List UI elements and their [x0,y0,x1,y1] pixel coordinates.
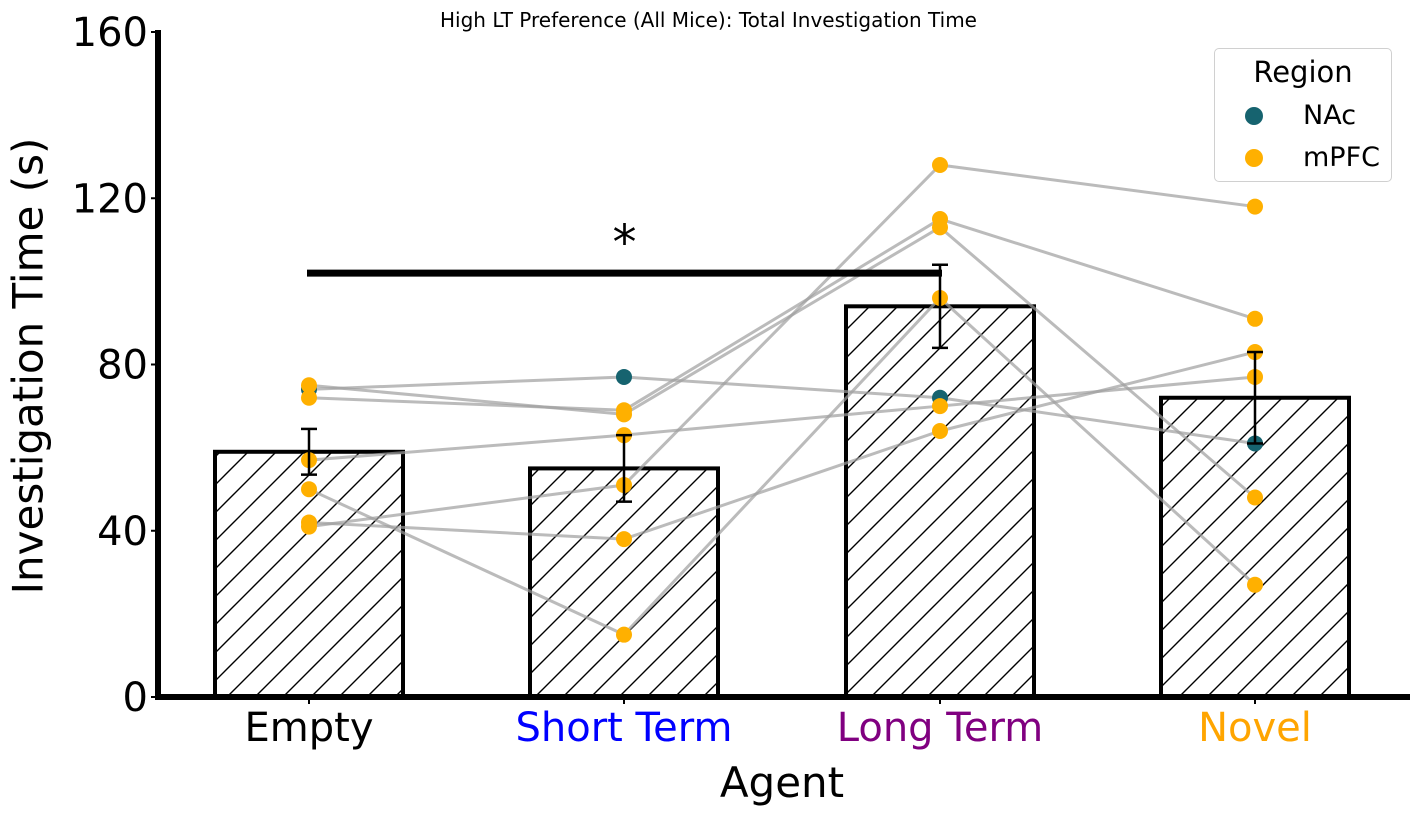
data-point-mpfc-7-long-term [932,157,948,173]
data-point-mpfc-3-short-term [616,402,632,419]
data-point-mpfc-3-novel [1247,310,1263,327]
mouse-line-6 [308,350,1256,541]
error-bar-short-term [616,433,632,503]
chart-title: High LT Preference (All Mice): Total Inv… [440,8,977,32]
y-tick-label-40: 40 [97,509,148,555]
legend: Region NAc mPFC [1214,48,1392,182]
mouse-line-3 [308,217,1256,412]
data-point-mpfc-5-empty [301,481,317,498]
mouse-points-layer [301,157,1263,643]
mouse-line-2 [308,225,1256,499]
error-bar-long-term [932,263,948,350]
x-axis-label: Agent [719,758,845,807]
x-tick-label-short-term: Short Term [515,705,732,751]
data-point-mpfc-5-short-term [616,626,632,643]
legend-label-nac: NAc [1303,100,1357,131]
x-tick-label-novel: Novel [1198,705,1312,751]
mouse-line-5 [308,295,1257,637]
error-bar-empty [301,427,317,476]
legend-entry-mpfc: mPFC [1241,143,1391,173]
significance-star: * [613,215,637,271]
error-bar-novel [1247,350,1263,445]
data-point-mpfc-6-long-term [932,423,948,439]
mouse-line-4 [308,375,1256,462]
data-point-mpfc-3-long-term [932,211,948,228]
mouse-lines-layer [308,163,1257,637]
mouse-line-1 [308,375,1256,445]
data-point-mpfc-2-novel [1247,489,1263,506]
legend-entry-nac: NAc [1241,101,1391,131]
significance-layer: * [307,215,942,277]
bar-short-term [528,466,720,699]
data-point-mpfc-6-short-term [616,531,632,548]
ticks-layer: 0 40 80 120 160 Empty Short Term Long Term Novel [72,10,1312,751]
x-tick-label-long-term: Long Term [837,705,1043,751]
y-tick-label-120: 120 [72,176,148,222]
legend-title: Region [1253,55,1353,89]
bar-long-term [844,304,1036,699]
y-axis-label: Investigation Time (s) [3,137,53,595]
legend-marker-nac [1245,107,1263,125]
bars-layer [213,304,1351,699]
mouse-line-7 [308,163,1256,529]
data-point-mpfc-3-empty [301,389,317,406]
data-point-mpfc-7-novel [1247,198,1263,215]
legend-label-mpfc: mPFC [1303,142,1380,173]
data-point-mpfc-5-novel [1247,576,1263,593]
x-tick-label-empty: Empty [245,705,374,751]
y-tick-label-0: 0 [123,675,148,721]
data-point-mpfc-2-empty [301,377,317,394]
y-tick-label-80: 80 [97,343,148,389]
y-tick-label-160: 160 [72,10,148,56]
data-point-mpfc-7-empty [301,518,317,535]
error-bars-layer [301,263,1263,503]
data-point-mpfc-4-long-term [932,398,948,415]
legend-marker-mpfc [1245,149,1263,167]
data-point-nac-1-short-term [616,368,632,385]
